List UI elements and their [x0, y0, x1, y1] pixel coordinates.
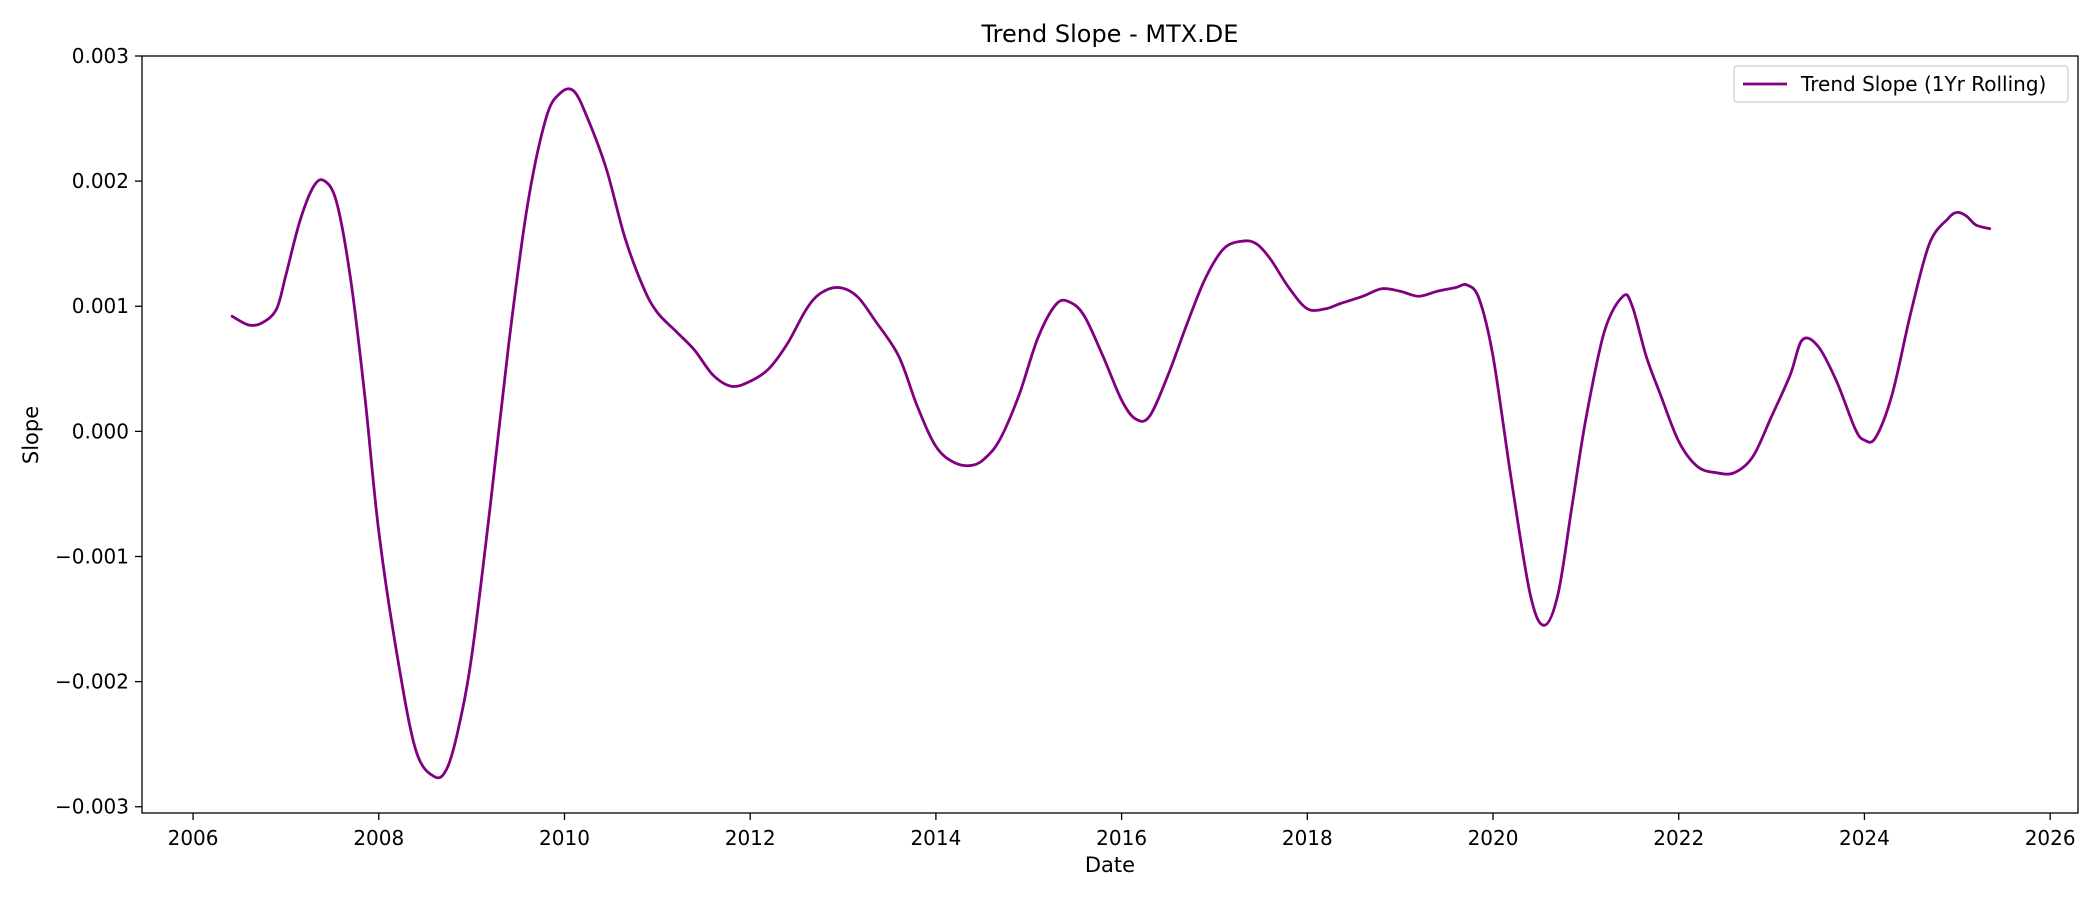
x-tick-label: 2014 — [910, 826, 961, 850]
x-axis-title: Date — [1085, 853, 1135, 877]
chart-title: Trend Slope - MTX.DE — [981, 20, 1239, 48]
y-tick-label: 0.001 — [72, 294, 129, 318]
y-tick-label: −0.003 — [55, 795, 129, 819]
x-tick-label: 2022 — [1653, 826, 1704, 850]
y-tick-label: −0.001 — [55, 544, 129, 568]
y-tick-label: 0.002 — [72, 169, 129, 193]
x-tick-label: 2024 — [1839, 826, 1890, 850]
trend-slope-line — [230, 87, 1992, 780]
y-tick-label: 0.003 — [72, 44, 129, 68]
x-tick-label: 2018 — [1282, 826, 1333, 850]
y-axis-ticks: 0.003 0.002 0.001 0.000 −0.001 −0.002 −0.003 — [55, 44, 142, 819]
x-tick-label: 2016 — [1096, 826, 1147, 850]
y-tick-label: −0.002 — [55, 670, 129, 694]
x-tick-label: 2012 — [725, 826, 776, 850]
x-axis-ticks: 2006 2008 2010 2012 2014 2016 2018 2020 2022 2024… — [168, 813, 2076, 850]
x-tick-label: 2020 — [1468, 826, 1519, 850]
x-tick-label: 2026 — [2025, 826, 2076, 850]
plot-area-frame — [141, 55, 2079, 814]
y-axis-title: Slope — [19, 406, 43, 464]
x-tick-label: 2006 — [168, 826, 219, 850]
legend: Trend Slope (1Yr Rolling) — [1733, 65, 2069, 103]
x-tick-label: 2008 — [353, 826, 404, 850]
y-tick-label: 0.000 — [72, 419, 129, 443]
legend-box — [1733, 65, 2069, 103]
x-tick-label: 2010 — [539, 826, 590, 850]
legend-label: Trend Slope (1Yr Rolling) — [1800, 72, 2046, 96]
